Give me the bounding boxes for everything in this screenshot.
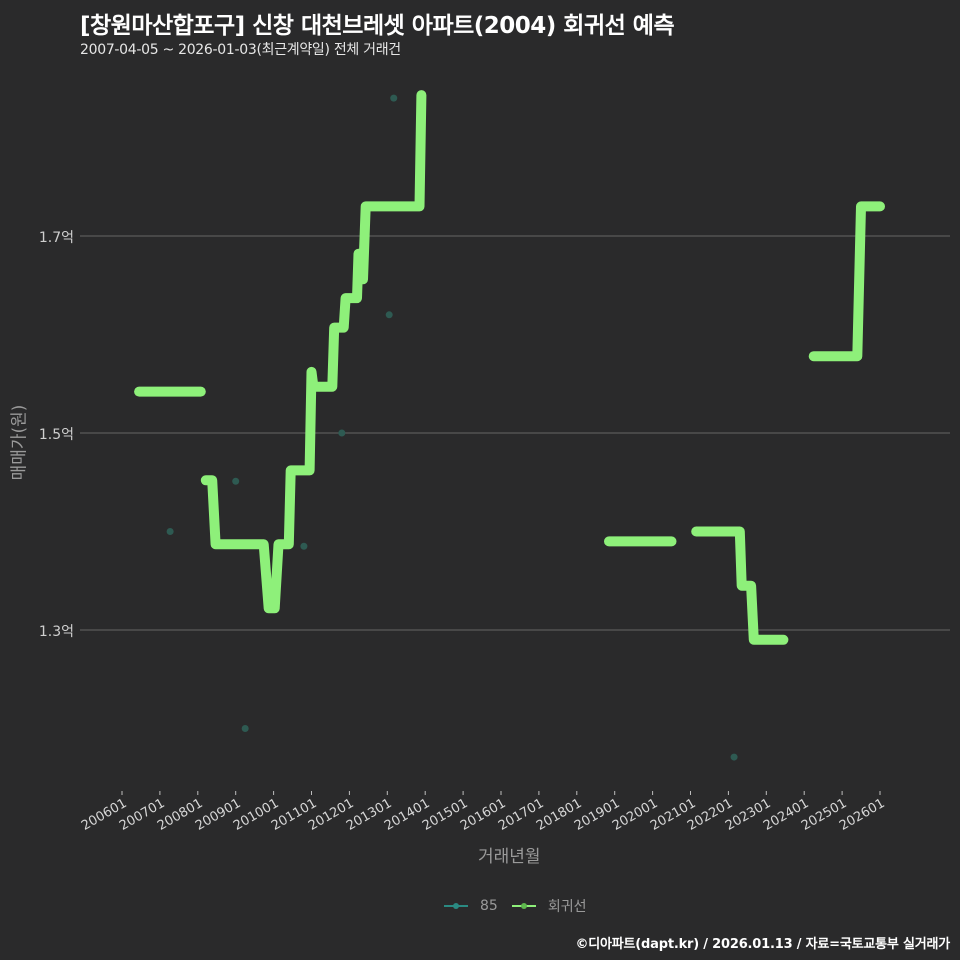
regression-line-segment — [200, 90, 427, 614]
legend-label-regression: 회귀선 — [547, 899, 587, 915]
scatter-point — [730, 753, 738, 761]
scatter-point — [338, 429, 346, 437]
x-axis-label: 거래년월 — [478, 847, 541, 867]
legend-key-85-icon — [444, 900, 468, 912]
regression-line-segment — [691, 526, 789, 645]
footer-credit: ©디아파트(dapt.kr) / 2026.01.13 / 자료=국토교통부 실… — [575, 937, 950, 952]
scatter-point — [241, 725, 249, 732]
y-axis-label: 매매가(원) — [9, 404, 30, 481]
scatter-point — [385, 311, 393, 319]
y-tick-label: 1.7억 — [38, 230, 74, 246]
chart-subtitle: 2007-04-05 ~ 2026-01-03(최근계약일) 전체 거래건 — [80, 42, 401, 58]
regression-line-segment — [808, 201, 885, 362]
x-tick-marks — [121, 791, 881, 795]
scatter-point — [166, 528, 174, 535]
scatter-series-85 — [166, 94, 738, 761]
scatter-point — [390, 94, 398, 102]
gridlines — [80, 235, 950, 631]
legend-label-85: 85 — [480, 898, 498, 914]
y-tick-label: 1.5억 — [38, 427, 74, 443]
scatter-point — [232, 477, 240, 485]
chart-title: [창원마산합포구] 신창 대천브레셋 아파트(2004) 회귀선 예측 — [80, 13, 675, 39]
y-tick-label: 1.3억 — [38, 624, 74, 640]
scatter-point — [300, 542, 308, 550]
legend-key-regression-icon — [511, 900, 536, 912]
legend: 85 회귀선 — [444, 896, 600, 916]
regression-line-series — [134, 90, 885, 645]
